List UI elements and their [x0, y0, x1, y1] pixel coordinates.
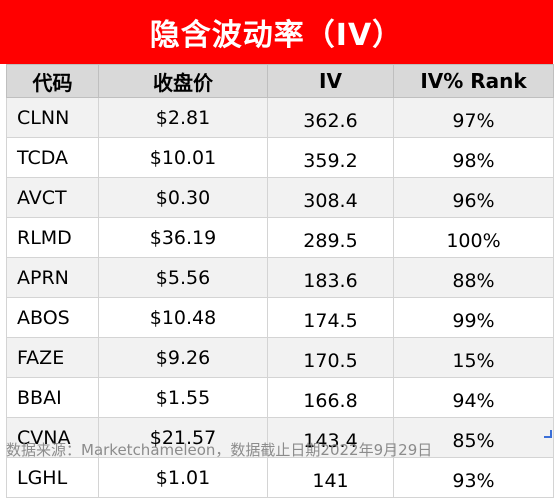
cell-iv[interactable]: 170.5 [267, 337, 394, 378]
table-row: CLNN $2.81 362.6 97% [6, 97, 554, 138]
cell-close-price[interactable]: $36.19 [98, 217, 268, 258]
cell-iv[interactable]: 359.2 [267, 137, 394, 178]
cell-iv[interactable]: 308.4 [267, 177, 394, 218]
cell-code[interactable]: CLNN [6, 97, 99, 138]
table-row: FAZE $9.26 170.5 15% [6, 337, 554, 378]
cell-code[interactable]: LGHL [6, 457, 99, 498]
cell-iv-rank[interactable]: 15% [393, 337, 554, 378]
cell-code[interactable]: CVNA [6, 417, 99, 458]
cell-iv-rank[interactable]: 94% [393, 377, 554, 418]
column-header-close-price[interactable]: 收盘价 [98, 64, 268, 98]
cell-iv-rank[interactable]: 99% [393, 297, 554, 338]
table-row: AVCT $0.30 308.4 96% [6, 177, 554, 218]
cell-code[interactable]: ABOS [6, 297, 99, 338]
header-row: 代码 收盘价 IV IV% Rank [6, 64, 554, 98]
cell-code[interactable]: BBAI [6, 377, 99, 418]
cell-iv[interactable]: 174.5 [267, 297, 394, 338]
cell-code[interactable]: TCDA [6, 137, 99, 178]
source-note: 数据来源：Marketchameleon，数据截止日期2022年9月29日 [6, 441, 433, 459]
table-row: BBAI $1.55 166.8 94% [6, 377, 554, 418]
column-header-code[interactable]: 代码 [6, 64, 99, 98]
cell-iv[interactable]: 183.6 [267, 257, 394, 298]
table-row: ABOS $10.48 174.5 99% [6, 297, 554, 338]
cell-close-price[interactable]: $1.55 [98, 377, 268, 418]
fill-handle-icon[interactable] [544, 430, 552, 438]
cell-iv-rank[interactable]: 100% [393, 217, 554, 258]
cell-close-price[interactable]: $10.48 [98, 297, 268, 338]
cell-close-price[interactable]: $10.01 [98, 137, 268, 178]
column-header-iv[interactable]: IV [267, 64, 394, 98]
table-row: TCDA $10.01 359.2 98% [6, 137, 554, 178]
cell-close-price[interactable]: $1.01 [98, 457, 268, 498]
cell-close-price[interactable]: $9.26 [98, 337, 268, 378]
table-row: LGHL $1.01 141 93% [6, 457, 554, 498]
cell-iv-rank[interactable]: 98% [393, 137, 554, 178]
cell-iv[interactable]: 362.6 [267, 97, 394, 138]
cell-close-price[interactable]: $5.56 [98, 257, 268, 298]
cell-iv-rank[interactable]: 88% [393, 257, 554, 298]
table-row: APRN $5.56 183.6 88% [6, 257, 554, 298]
cell-iv-rank[interactable]: 97% [393, 97, 554, 138]
cell-iv-rank[interactable]: 96% [393, 177, 554, 218]
cell-close-price[interactable]: $2.81 [98, 97, 268, 138]
cell-code[interactable]: APRN [6, 257, 99, 298]
column-header-iv-rank[interactable]: IV% Rank [393, 64, 554, 98]
cell-iv[interactable]: 289.5 [267, 217, 394, 258]
iv-table: 代码 收盘价 IV IV% Rank CLNN $2.81 362.6 97% … [6, 64, 554, 498]
cell-close-price[interactable]: $0.30 [98, 177, 268, 218]
table-row: CVNA $21.57 143.4 85% [6, 417, 554, 458]
table-row: RLMD $36.19 289.5 100% [6, 217, 554, 258]
cell-code[interactable]: FAZE [6, 337, 99, 378]
cell-iv-rank[interactable]: 93% [393, 457, 554, 498]
cell-iv[interactable]: 166.8 [267, 377, 394, 418]
cell-code[interactable]: AVCT [6, 177, 99, 218]
cell-code[interactable]: RLMD [6, 217, 99, 258]
table-title: 隐含波动率（IV） [0, 0, 553, 64]
cell-iv-rank[interactable]: 85% [393, 417, 554, 458]
cell-iv[interactable]: 141 [267, 457, 394, 498]
